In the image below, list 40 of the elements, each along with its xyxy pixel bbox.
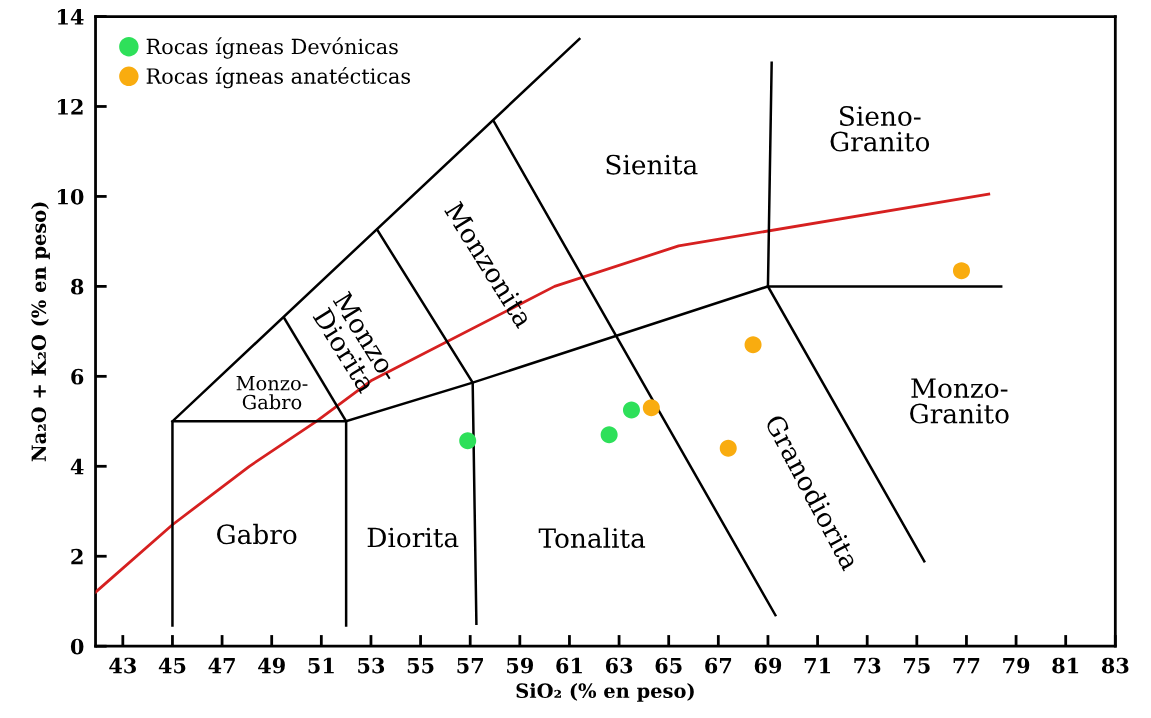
x-tick-label: 67: [705, 657, 732, 674]
y-tick-label: 2: [71, 548, 83, 565]
y-tick-label: 4: [70, 458, 84, 475]
x-tick-label: 71: [804, 657, 830, 674]
annotation: Gabro: [217, 523, 297, 545]
x-tick-label: 57: [457, 657, 483, 674]
annotation: Sieno- Granito: [830, 106, 930, 152]
y-tick-label: 8: [71, 278, 84, 295]
x-tick-label: 63: [605, 657, 633, 674]
x-tick-label: 77: [953, 657, 980, 674]
x-tick-label: 55: [407, 657, 434, 674]
x-tick-label: 81: [1052, 657, 1079, 674]
x-axis-title: SiO₂ (% en peso): [516, 683, 694, 702]
x-tick-label: 75: [903, 657, 930, 674]
y-tick-label: 14: [57, 8, 84, 25]
x-tick-label: 53: [358, 657, 385, 674]
x-tick-label: 45: [158, 657, 186, 674]
x-tick-label: 69: [754, 657, 782, 674]
annotation: Diorita: [367, 527, 459, 548]
x-tick-label: 79: [1003, 657, 1030, 674]
y-tick-label: 10: [57, 188, 84, 205]
legend-label: Rocas ígneas anatécticas: [146, 66, 411, 89]
x-tick-label: 51: [308, 657, 334, 674]
x-tick-label: 65: [655, 657, 682, 674]
y-tick-label: 0: [70, 638, 84, 655]
x-tick-label: 47: [208, 657, 235, 674]
x-tick-label: 73: [854, 657, 881, 674]
x-tick-label: 61: [556, 657, 582, 674]
y-tick-label: 6: [71, 368, 84, 385]
annotation: Monzo- Granito: [910, 378, 1009, 424]
y-axis-title: Na₂O + K₂O (% en peso): [31, 202, 50, 462]
annotation: Tonalita: [538, 527, 646, 549]
x-tick-label: 83: [1101, 657, 1129, 674]
x-tick-label: 59: [507, 657, 534, 674]
y-tick-label: 12: [57, 98, 83, 115]
x-tick-label: 43: [109, 657, 136, 674]
x-tick-label: 49: [258, 657, 285, 674]
annotation: Monzo- Gabro: [236, 376, 308, 410]
legend-label: Rocas ígneas Devónicas: [146, 37, 398, 59]
annotation: Sienita: [606, 154, 698, 175]
